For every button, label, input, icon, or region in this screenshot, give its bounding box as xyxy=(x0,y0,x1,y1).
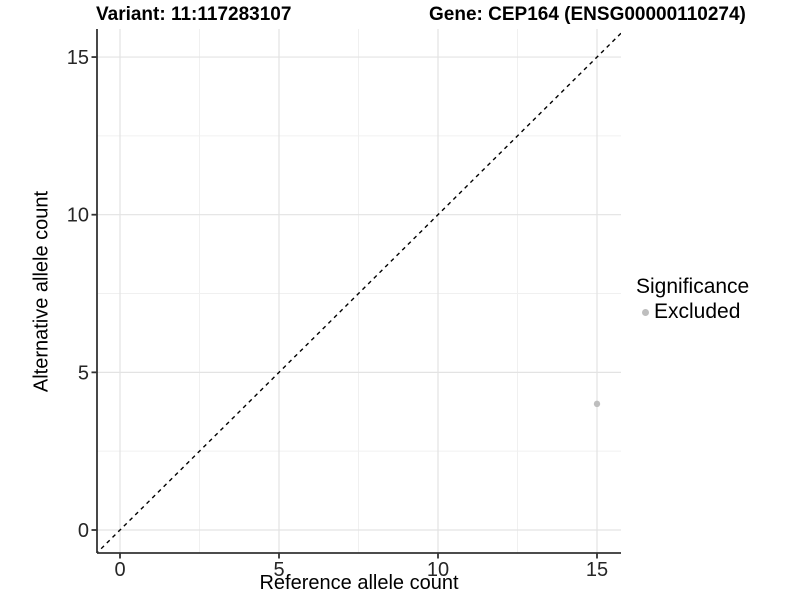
legend-item-label: Excluded xyxy=(654,300,741,323)
geom-layer xyxy=(97,32,621,553)
legend-key xyxy=(636,303,654,321)
legend: Significance Excluded xyxy=(636,275,749,324)
gene-title: Gene: CEP164 (ENSG00000110274) xyxy=(429,4,746,25)
x-tick-label: 15 xyxy=(586,559,608,581)
excluded-point-icon xyxy=(641,308,649,316)
variant-title: Variant: 11:117283107 xyxy=(96,4,292,25)
legend-item-excluded: Excluded xyxy=(636,300,749,324)
x-tick-label: 0 xyxy=(114,559,125,581)
data-point xyxy=(593,400,601,408)
legend-title: Significance xyxy=(636,275,750,298)
y-tick-label: 0 xyxy=(78,520,89,542)
x-axis-title: Reference allele count xyxy=(259,572,459,594)
y-tick-label: 5 xyxy=(78,362,89,384)
y-tick-label: 10 xyxy=(67,205,89,227)
y-tick-label: 15 xyxy=(67,47,89,69)
identity-line xyxy=(97,32,621,553)
x-tick-label: 10 xyxy=(427,559,449,581)
x-tick-label: 5 xyxy=(273,559,284,581)
y-axis-title: Alternative allele count xyxy=(30,190,53,393)
